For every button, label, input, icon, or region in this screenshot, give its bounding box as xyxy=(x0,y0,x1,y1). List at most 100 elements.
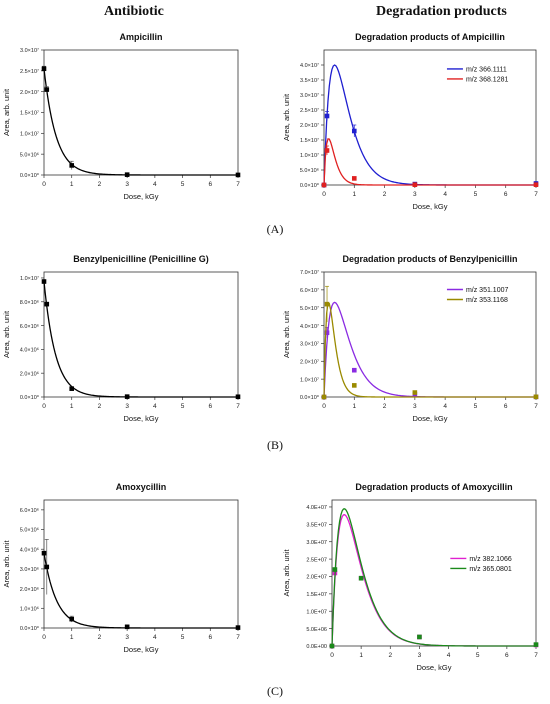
x-tick-label: 6 xyxy=(208,403,212,410)
y-tick-label: 6.0×10⁶ xyxy=(20,323,39,330)
chart-title: Degradation products of Benzylpenicillin xyxy=(342,254,517,264)
data-point xyxy=(417,634,422,640)
y-tick-label: 6.0×10⁷ xyxy=(300,287,319,294)
chart-benzylpenicilline: Benzylpenicilline (Penicilline G) 0 1 2 3 4 5 6… xyxy=(2,254,241,423)
y-tick-label: 6.0×10⁶ xyxy=(20,507,39,514)
chart-title: Degradation products of Ampicillin xyxy=(355,32,505,42)
x-tick-label: 3 xyxy=(413,403,417,410)
data-point xyxy=(324,148,330,153)
fit-curve-2 xyxy=(323,302,536,398)
data-point xyxy=(44,301,50,307)
y-tick-label: 2.0E+07 xyxy=(306,575,327,581)
data-point xyxy=(69,163,75,168)
panel-label-b: (B) xyxy=(267,438,283,452)
y-tick-label: 1.0×10⁶ xyxy=(20,606,39,613)
x-axis-label: Dose, kGy xyxy=(123,192,158,201)
chart-amoxycillin: Amoxycillin 0 1 2 3 4 5 6 7 0.0×10⁰ 1.0×10⁶ 2.0×10⁶… xyxy=(2,482,241,654)
column-header-antibiotic: Antibiotic xyxy=(104,4,164,19)
plot-frame xyxy=(43,271,239,398)
y-axis-label: Area, arb. unit xyxy=(2,88,11,136)
data-point xyxy=(533,642,539,647)
y-tick-label: 3.0×10⁷ xyxy=(300,92,319,99)
y-tick-label: 1.5×10⁷ xyxy=(300,137,319,144)
x-tick-label: 1 xyxy=(70,403,74,410)
legend-label: m/z 351.1007 xyxy=(466,287,509,294)
x-tick-label: 2 xyxy=(98,634,102,641)
x-tick-label: 0 xyxy=(42,181,46,188)
y-tick-label: 5.0×10⁶ xyxy=(300,167,319,174)
x-tick-label: 2 xyxy=(388,652,392,659)
y-tick-label: 7.0×10⁷ xyxy=(300,269,319,276)
x-tick-label: 5 xyxy=(181,634,185,641)
y-tick-label: 8.0×10⁶ xyxy=(20,299,39,306)
x-tick-label: 0 xyxy=(330,652,334,659)
y-tick-label: 3.0×10⁷ xyxy=(300,341,319,348)
x-tick-label: 5 xyxy=(181,403,185,410)
x-tick-label: 7 xyxy=(534,652,538,659)
x-tick-label: 0 xyxy=(42,634,46,641)
data-point xyxy=(324,301,330,307)
fit-curve-1 xyxy=(323,301,536,398)
x-tick-label: 2 xyxy=(98,181,102,188)
y-tick-label: 3.0×10⁷ xyxy=(20,47,39,54)
y-axis-label: Area, arb. unit xyxy=(2,310,11,358)
x-tick-label: 5 xyxy=(474,191,478,198)
chart-title: Degradation products of Amoxycillin xyxy=(355,482,512,492)
x-tick-label: 6 xyxy=(505,652,509,659)
x-axis-label: Dose, kGy xyxy=(123,414,158,423)
y-tick-label: 0.0×10⁰ xyxy=(20,394,40,401)
panel-label-c: (C) xyxy=(267,684,283,698)
chart-degradation-amoxycillin: Degradation products of Amoxycillin 0 1 2 3 4… xyxy=(282,482,539,672)
x-tick-label: 3 xyxy=(125,634,129,641)
y-tick-label: 4.0×10⁷ xyxy=(300,323,319,330)
y-tick-label: 2.0×10⁶ xyxy=(20,586,39,593)
x-tick-label: 1 xyxy=(352,191,356,198)
y-tick-label: 0.0×10⁰ xyxy=(20,625,40,632)
chart-degradation-benzylpenicillin: Degradation products of Benzylpenicillin… xyxy=(282,254,539,423)
y-axis-label: Area, arb. unit xyxy=(282,549,291,597)
data-point xyxy=(533,182,539,187)
x-tick-label: 6 xyxy=(208,634,212,641)
data-point xyxy=(321,182,327,188)
y-tick-label: 2.5×10⁷ xyxy=(300,107,319,114)
x-axis-label: Dose, kGy xyxy=(412,414,447,423)
y-tick-label: 0.0×10⁰ xyxy=(300,182,320,189)
x-tick-label: 7 xyxy=(236,403,240,410)
data-point xyxy=(351,367,357,373)
column-header-degradation-products: Degradation products xyxy=(376,4,507,19)
data-point xyxy=(351,176,357,181)
y-tick-label: 3.0×10⁶ xyxy=(20,566,39,573)
x-tick-label: 4 xyxy=(443,191,447,198)
y-tick-label: 2.5×10⁷ xyxy=(20,68,39,75)
x-tick-label: 6 xyxy=(208,181,212,188)
fit-curve-1 xyxy=(43,68,238,176)
x-tick-label: 6 xyxy=(504,191,508,198)
y-tick-label: 5.0×10⁶ xyxy=(20,151,39,158)
data-point xyxy=(69,616,75,622)
data-point xyxy=(533,394,539,400)
y-axis-label: Area, arb. unit xyxy=(282,310,291,358)
chart-title: Ampicillin xyxy=(119,32,162,42)
x-tick-label: 0 xyxy=(322,191,326,198)
plot-frame xyxy=(43,49,239,176)
legend-label: m/z 365.0801 xyxy=(469,566,512,573)
x-tick-label: 7 xyxy=(236,634,240,641)
x-tick-label: 5 xyxy=(476,652,480,659)
data-point xyxy=(358,575,364,581)
data-point xyxy=(235,394,241,400)
data-point xyxy=(44,87,50,92)
chart-title: Benzylpenicilline (Penicilline G) xyxy=(73,254,209,264)
legend-label: m/z 353.1168 xyxy=(466,297,508,304)
data-point xyxy=(124,394,130,399)
data-point xyxy=(412,390,418,395)
data-point xyxy=(41,279,47,284)
y-tick-label: 0.0×10⁰ xyxy=(20,172,40,179)
x-tick-label: 6 xyxy=(504,403,508,410)
data-point xyxy=(124,624,130,630)
chart-degradation-ampicillin: Degradation products of Ampicillin 0 1 2 3 4 5… xyxy=(282,32,539,211)
data-point xyxy=(351,128,357,134)
y-tick-label: 1.0×10⁷ xyxy=(20,131,39,138)
fit-curve-2 xyxy=(323,138,536,186)
data-point xyxy=(124,172,130,177)
fit-curve-1 xyxy=(43,553,238,629)
